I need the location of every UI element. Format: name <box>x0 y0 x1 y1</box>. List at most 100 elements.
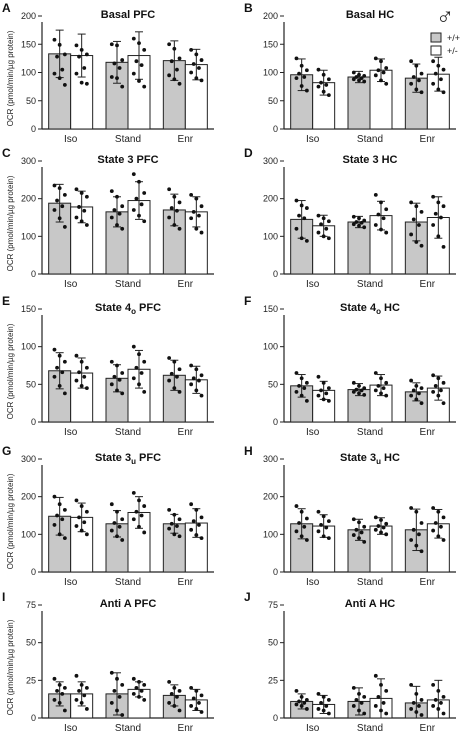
data-point <box>351 70 356 75</box>
data-point <box>175 524 179 528</box>
y-tick-label: 200 <box>263 492 278 502</box>
data-point <box>316 707 321 711</box>
y-tick-label: 100 <box>21 68 36 78</box>
data-point <box>304 206 309 210</box>
data-point <box>321 514 326 519</box>
data-point <box>436 509 441 514</box>
data-point <box>357 391 361 396</box>
data-point <box>115 388 119 393</box>
data-point <box>304 707 309 711</box>
data-point <box>115 676 119 681</box>
data-point <box>55 688 59 693</box>
data-point <box>431 528 436 533</box>
panel-letter: B <box>244 1 253 15</box>
category-label: Iso <box>306 134 320 145</box>
y-tick-label: 50 <box>268 638 278 648</box>
data-point <box>304 538 309 542</box>
data-point <box>142 504 147 508</box>
data-point <box>79 359 84 364</box>
data-point <box>319 222 323 227</box>
panel-d: D State 3 HC 0 100 200 300 Iso Stand Enr <box>244 146 456 290</box>
data-point <box>79 701 84 705</box>
data-point <box>316 393 321 398</box>
data-point <box>175 695 179 699</box>
category-label: Iso <box>64 134 78 145</box>
data-point <box>294 56 299 61</box>
data-point <box>373 73 378 78</box>
data-point <box>362 386 367 390</box>
data-point <box>326 698 331 702</box>
data-point <box>189 704 194 708</box>
data-point <box>172 704 177 708</box>
data-point <box>131 344 136 349</box>
panel-j: J Anti A HC 0 25 50 75 Iso Stand Enr <box>244 590 456 733</box>
data-point <box>62 359 67 364</box>
data-point <box>294 504 299 508</box>
y-tick-label: 75 <box>268 600 278 610</box>
data-point <box>299 695 304 699</box>
data-point <box>326 519 331 524</box>
data-point <box>409 232 414 237</box>
data-point <box>411 527 416 532</box>
data-point <box>357 383 361 388</box>
data-point <box>381 701 386 705</box>
data-point <box>60 370 65 375</box>
data-point <box>373 515 378 520</box>
data-point <box>115 223 119 227</box>
data-point <box>197 701 201 705</box>
data-point <box>84 81 89 86</box>
data-point <box>299 63 304 68</box>
data-point <box>172 512 177 517</box>
data-point <box>172 77 177 82</box>
data-point <box>414 543 419 548</box>
data-point <box>131 208 136 212</box>
data-point <box>294 76 299 81</box>
data-point <box>177 389 182 394</box>
data-point <box>115 534 119 539</box>
data-point <box>294 198 299 203</box>
data-point <box>142 682 147 687</box>
data-point <box>169 691 174 696</box>
data-point <box>373 388 378 393</box>
data-point <box>57 353 62 358</box>
panel-title: State 3u PFC <box>95 452 161 466</box>
data-point <box>55 513 59 518</box>
data-point <box>55 365 59 370</box>
data-point <box>419 549 424 554</box>
data-point <box>120 84 125 89</box>
title-main: State 4 <box>95 302 132 314</box>
data-point <box>134 365 139 370</box>
data-point <box>351 517 356 522</box>
data-point <box>112 208 117 212</box>
data-point <box>326 536 331 540</box>
data-point <box>302 75 307 79</box>
title-tail: PFC <box>136 302 161 314</box>
legend-swatch-het <box>430 45 442 56</box>
panel-title: State 3 HC <box>342 154 397 166</box>
male-symbol-icon: ♂ <box>436 3 454 30</box>
data-point <box>177 56 182 61</box>
data-point <box>177 517 182 522</box>
data-point <box>109 528 114 533</box>
y-tick-label: 50 <box>268 96 278 106</box>
data-point <box>137 79 141 83</box>
data-point <box>441 67 446 72</box>
data-point <box>324 391 329 396</box>
data-point <box>60 67 65 72</box>
y-axis-label: OCR (pmol/min/µg protein) <box>6 30 15 126</box>
y-tick-label: 50 <box>26 638 36 648</box>
data-point <box>199 693 204 698</box>
y-tick-label: 100 <box>263 231 278 241</box>
category-label: Iso <box>64 577 78 588</box>
data-point <box>359 76 364 81</box>
data-point <box>79 219 84 224</box>
panel-c: C State 3 PFC 0 100 200 300 OCR (pmol/min/µg p… <box>2 146 214 290</box>
data-point <box>381 525 386 530</box>
y-axis-label: OCR (pmol/min/µg protein) <box>6 619 15 715</box>
data-point <box>197 66 201 70</box>
data-point <box>109 42 114 47</box>
y-tick-label: 75 <box>26 600 36 610</box>
data-point <box>373 56 378 61</box>
data-point <box>79 682 84 687</box>
